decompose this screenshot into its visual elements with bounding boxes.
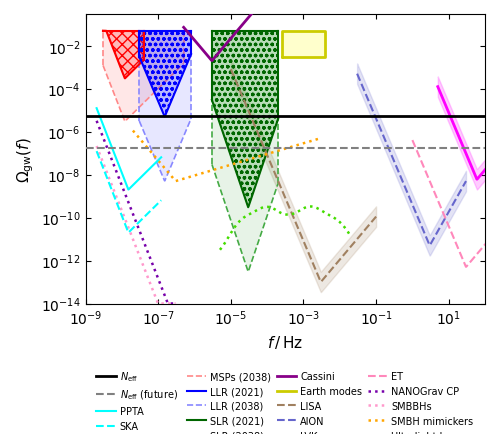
- Polygon shape: [212, 32, 278, 208]
- Polygon shape: [103, 32, 184, 122]
- Polygon shape: [140, 32, 191, 117]
- Polygon shape: [140, 32, 191, 181]
- Polygon shape: [212, 32, 278, 272]
- Polygon shape: [282, 32, 326, 58]
- Y-axis label: $\Omega_{\mathrm{gw}}(f)$: $\Omega_{\mathrm{gw}}(f)$: [15, 137, 36, 182]
- Legend: $N_\mathrm{eff}$, $N_\mathrm{eff}$ (future), PPTA, SKA, MSPs (2021), MSPs (2038): $N_\mathrm{eff}$, $N_\mathrm{eff}$ (futu…: [94, 366, 478, 434]
- X-axis label: $f\,/\,\mathrm{Hz}$: $f\,/\,\mathrm{Hz}$: [267, 333, 304, 350]
- Polygon shape: [103, 32, 144, 79]
